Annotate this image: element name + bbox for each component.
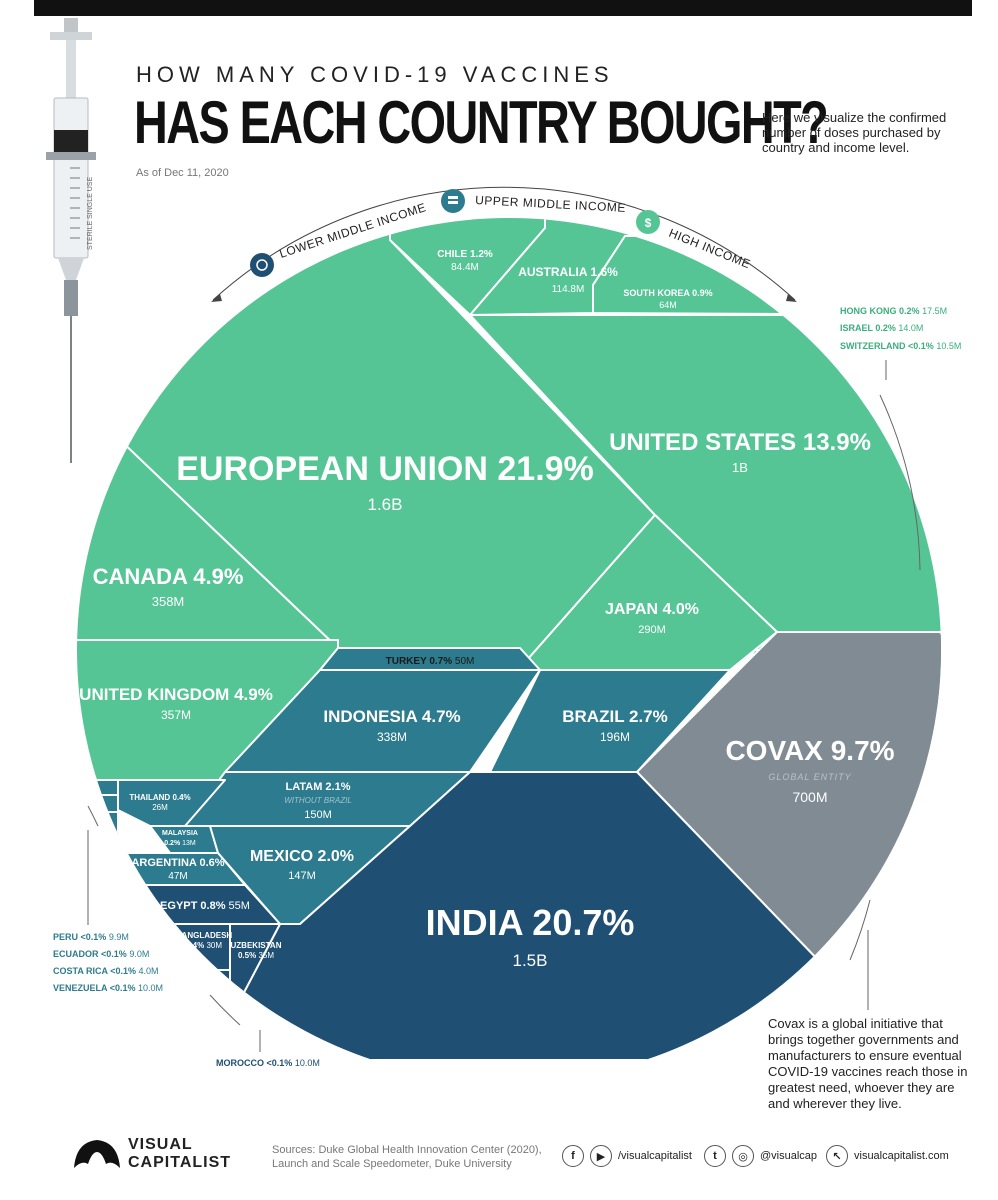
label-indonesia: INDONESIA 4.7% xyxy=(323,707,460,726)
twitter-icon[interactable]: t xyxy=(704,1145,726,1167)
page-title: HAS EACH COUNTRY BOUGHT? xyxy=(134,89,829,156)
value-mexico: 147M xyxy=(288,870,316,882)
cursor-icon[interactable]: ↖ xyxy=(826,1145,848,1167)
value-uk: 357M xyxy=(161,708,191,722)
top-bar xyxy=(34,0,972,16)
value-chile: 84.4M xyxy=(451,262,479,273)
callout-morocco: MOROCCO <0.1% 10.0M xyxy=(216,1058,320,1068)
syringe-icon: STERILE SINGLE USE xyxy=(46,18,96,463)
value-eu: 1.6B xyxy=(368,495,403,514)
label-eu: EUROPEAN UNION 21.9% xyxy=(176,450,594,488)
label-us: UNITED STATES 13.9% xyxy=(609,429,871,456)
cell-ecuador xyxy=(77,794,119,813)
label-japan: JAPAN 4.0% xyxy=(605,601,699,618)
callout-line-lower xyxy=(209,994,241,1026)
callout-israel: ISRAEL 0.2% 14.0M xyxy=(840,323,923,333)
label-india: INDIA 20.7% xyxy=(426,902,635,943)
label-latam: LATAM 2.1% xyxy=(286,781,351,793)
label-canada: CANADA 4.9% xyxy=(93,564,244,589)
label-mexico: MEXICO 2.0% xyxy=(250,848,354,865)
syringe-label: STERILE SINGLE USE xyxy=(87,177,94,250)
label-uzbekistan: UZBEKISTAN xyxy=(231,941,282,950)
callout-peru: PERU <0.1% 9.9M xyxy=(53,932,129,942)
website-group[interactable]: ↖ visualcapitalist.com xyxy=(826,1144,949,1168)
social-group-1[interactable]: f ▶ /visualcapitalist xyxy=(562,1144,692,1168)
value-thailand: 26M xyxy=(152,803,168,812)
logo-icon xyxy=(74,1140,120,1168)
value-latam: 150M xyxy=(304,809,332,821)
group-label-upper-text: UPPER MIDDLE INCOME xyxy=(475,193,626,215)
label-south-korea: SOUTH KOREA 0.9% xyxy=(623,288,712,298)
logo-text-capitalist: CAPITALIST xyxy=(128,1154,232,1171)
value-uzbekistan: 0.5% 35M xyxy=(238,951,274,960)
label-egypt: EGYPT 0.8% 55M xyxy=(160,900,250,912)
value-bangladesh: 0.4% 30M xyxy=(186,941,222,950)
visual-capitalist-logo[interactable]: VISUAL CAPITALIST xyxy=(72,1130,242,1180)
group-label-upper: UPPER MIDDLE INCOME xyxy=(441,189,626,215)
cell-costa-rica xyxy=(77,811,119,836)
value-covax: 700M xyxy=(792,789,827,805)
label-argentina: ARGENTINA 0.6% xyxy=(131,857,224,869)
youtube-icon[interactable]: ▶ xyxy=(590,1145,612,1167)
value-malaysia: 0.2% 13M xyxy=(164,840,196,847)
svg-text:$: $ xyxy=(645,216,652,230)
label-turkey: TURKEY 0.7% 50M xyxy=(386,656,475,667)
note-covax: GLOBAL ENTITY xyxy=(768,772,851,782)
group-arc xyxy=(212,186,796,301)
cell-peru xyxy=(77,779,119,796)
value-south-korea: 64M xyxy=(659,300,677,310)
value-india: 1.5B xyxy=(513,951,548,970)
note-latam: WITHOUT BRAZIL xyxy=(284,796,352,805)
label-chile: CHILE 1.2% xyxy=(437,249,493,260)
label-uk: UNITED KINGDOM 4.9% xyxy=(79,685,273,704)
callout-switzerland: SWITZERLAND <0.1% 10.5M xyxy=(840,341,961,351)
value-japan: 290M xyxy=(638,624,666,636)
value-australia: 114.8M xyxy=(552,284,585,295)
social-group-2[interactable]: t ◎ @visualcap xyxy=(704,1144,817,1168)
callout-hong-kong: HONG KONG 0.2% 17.5M xyxy=(840,306,947,316)
covax-note: Covax is a global initiative that brings… xyxy=(768,1016,968,1111)
coin-icon xyxy=(250,253,274,277)
sources-text: Sources: Duke Global Health Innovation C… xyxy=(272,1144,542,1170)
value-argentina: 47M xyxy=(168,871,187,882)
value-brazil: 196M xyxy=(600,730,630,744)
facebook-icon[interactable]: f xyxy=(562,1145,584,1167)
callout-line-upper xyxy=(87,805,99,827)
label-brazil: BRAZIL 2.7% xyxy=(562,707,668,726)
callout-venezuela: VENEZUELA <0.1% 10.0M xyxy=(53,983,163,993)
callout-costa-rica: COSTA RICA <0.1% 4.0M xyxy=(53,966,159,976)
value-indonesia: 338M xyxy=(377,730,407,744)
label-malaysia: MALAYSIA xyxy=(162,830,198,837)
website-link[interactable]: visualcapitalist.com xyxy=(854,1150,949,1162)
social-handle-2[interactable]: @visualcap xyxy=(760,1150,818,1162)
social-handle-1[interactable]: /visualcapitalist xyxy=(618,1150,692,1162)
callout-ecuador: ECUADOR <0.1% 9.0M xyxy=(53,949,149,959)
instagram-icon[interactable]: ◎ xyxy=(732,1145,754,1167)
label-australia: AUSTRALIA 1.6% xyxy=(518,265,618,279)
label-bangladesh: BANGLADESH xyxy=(176,931,233,940)
money-bag-icon xyxy=(636,210,660,234)
label-thailand: THAILAND 0.4% xyxy=(129,793,190,802)
cell-venezuela xyxy=(77,834,119,886)
value-us: 1B xyxy=(732,460,748,475)
logo-text-visual: VISUAL xyxy=(128,1136,193,1153)
cell-south-korea xyxy=(592,218,941,316)
as-of-date: As of Dec 11, 2020 xyxy=(136,167,229,179)
label-covax: COVAX 9.7% xyxy=(725,735,894,766)
supertitle: HOW MANY COVID-19 VACCINES xyxy=(136,62,614,87)
intro-text: Here we visualize the confirmed number o… xyxy=(762,110,947,155)
callout-line-covax xyxy=(849,899,871,961)
value-canada: 358M xyxy=(152,594,185,609)
